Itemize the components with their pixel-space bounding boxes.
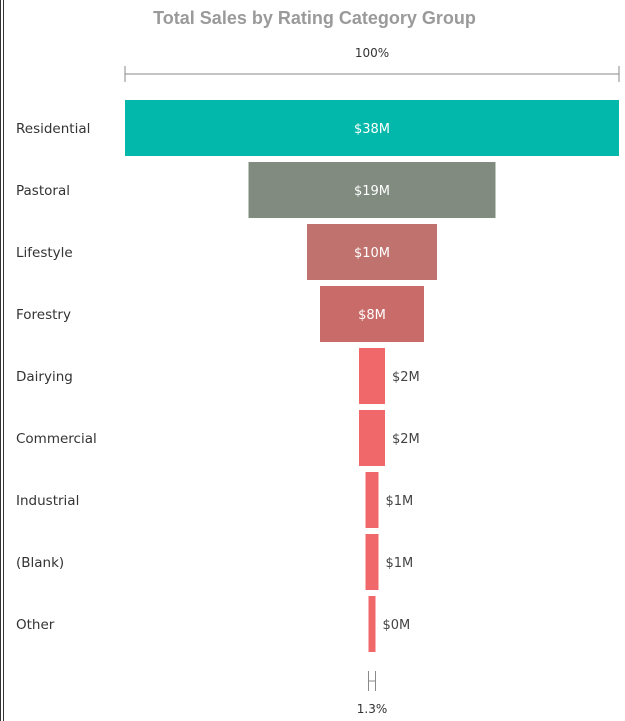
category-label-lifestyle: Lifestyle xyxy=(16,245,73,261)
category-label-industrial: Industrial xyxy=(16,493,79,509)
funnel-bar-other[interactable] xyxy=(368,596,376,652)
funnel-bar-forestry[interactable] xyxy=(320,286,424,342)
funnel-bar-blank[interactable] xyxy=(365,534,379,590)
value-label-lifestyle: $10M xyxy=(354,246,390,261)
category-label-pastoral: Pastoral xyxy=(16,183,70,199)
value-label-blank: $1M xyxy=(386,556,414,571)
funnel-bar-residential[interactable] xyxy=(125,100,619,156)
funnel-chart: 100% Residential $38M Pastoral $19M Lifestyle… xyxy=(16,46,620,716)
funnel-bar-dairying[interactable] xyxy=(359,348,385,404)
category-label-residential: Residential xyxy=(16,121,90,137)
value-label-commercial: $2M xyxy=(392,432,420,447)
value-label-pastoral: $19M xyxy=(354,184,390,199)
category-label-other: Other xyxy=(16,617,55,633)
value-label-residential: $38M xyxy=(354,122,390,137)
category-label-blank: (Blank) xyxy=(16,555,64,571)
funnel-bar-industrial[interactable] xyxy=(365,472,379,528)
value-label-industrial: $1M xyxy=(386,494,414,509)
category-label-dairying: Dairying xyxy=(16,369,73,385)
funnel-bar-commercial[interactable] xyxy=(359,410,385,466)
category-label-commercial: Commercial xyxy=(16,431,97,447)
value-label-other: $0M xyxy=(383,618,411,633)
category-label-forestry: Forestry xyxy=(16,307,71,323)
bottom-percent-label: 1.3% xyxy=(357,702,388,716)
funnel-bar-lifestyle[interactable] xyxy=(307,224,437,280)
funnel-bar-pastoral[interactable] xyxy=(248,162,496,218)
chart-title: Total Sales by Rating Category Group xyxy=(153,8,476,28)
value-label-forestry: $8M xyxy=(358,308,386,323)
top-percent-label: 100% xyxy=(355,46,389,60)
value-label-dairying: $2M xyxy=(392,370,420,385)
